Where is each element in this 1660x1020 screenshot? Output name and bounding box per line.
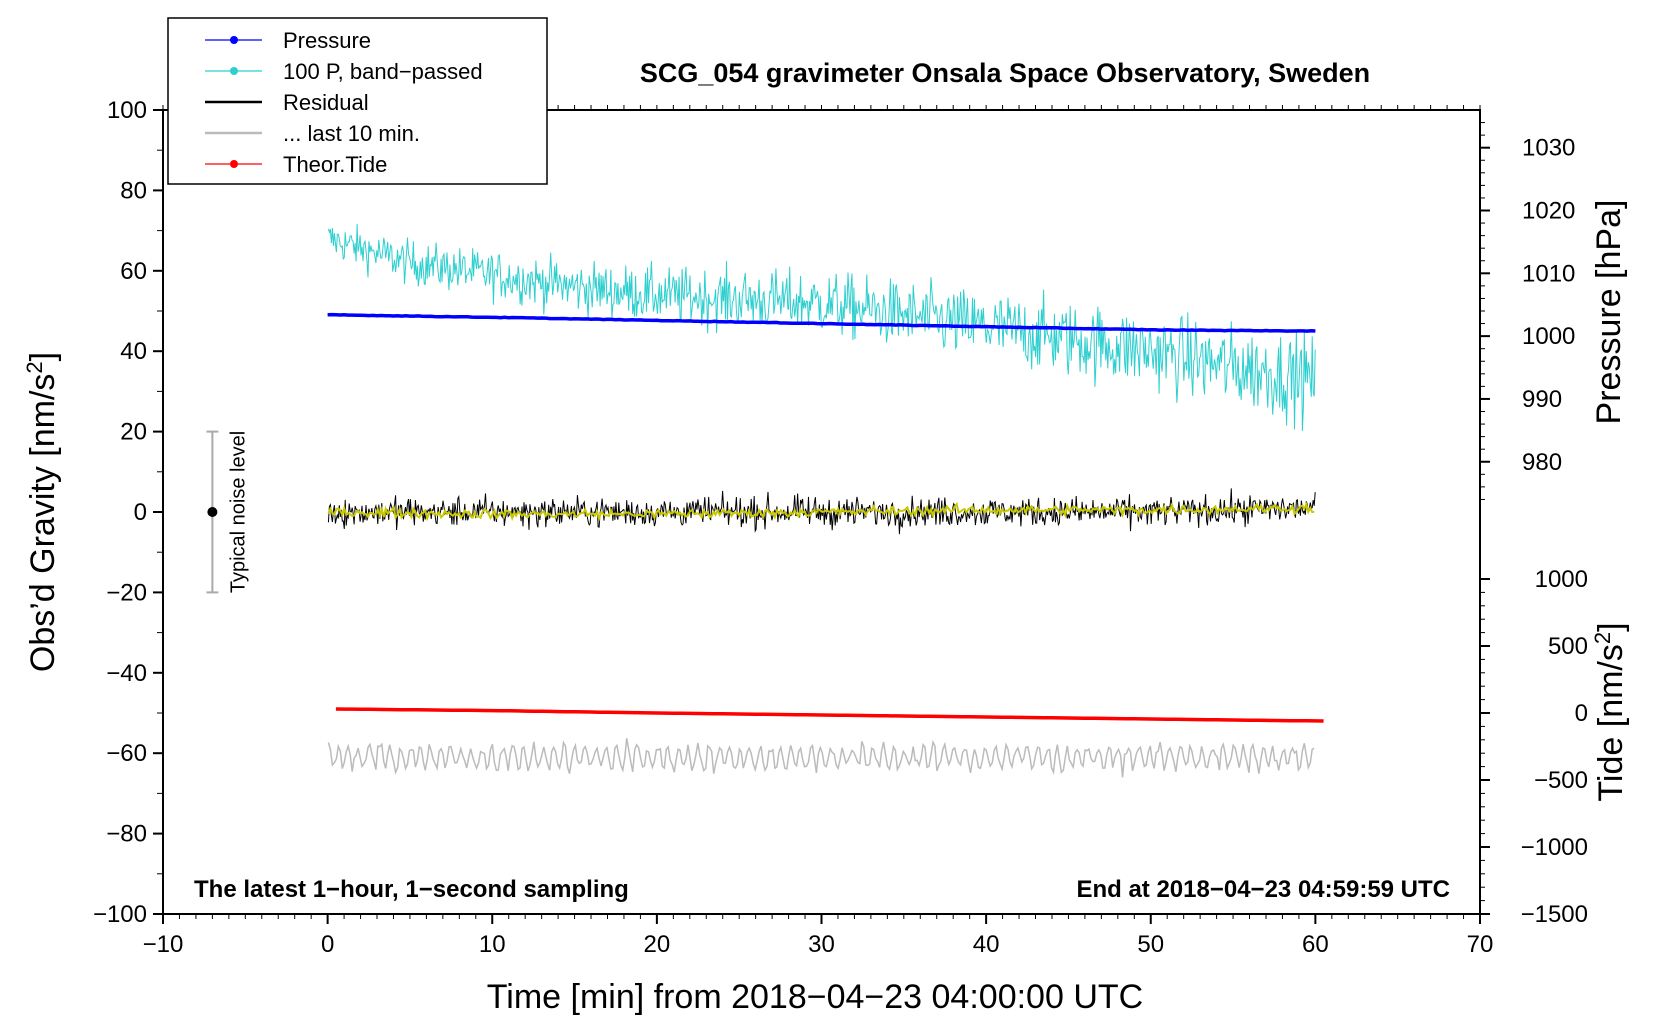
minor-ticks <box>157 105 1485 919</box>
tide-tick-label: −1000 <box>1521 834 1588 861</box>
x-tick-label: 30 <box>808 931 835 958</box>
legend-label: 100 P, band−passed <box>283 59 483 84</box>
series-last-10-min <box>327 738 1315 778</box>
y-tick-label: −20 <box>106 579 147 606</box>
x-tick-label: 60 <box>1302 931 1329 958</box>
series-pressure <box>327 312 1316 333</box>
y-tick-label: 80 <box>120 177 147 204</box>
x-tick-label: 40 <box>973 931 1000 958</box>
y-axis-gravity: 100 80 60 40 20 0 −20 −40 −60 −80 −100 <box>93 97 163 928</box>
legend-marker <box>230 160 238 168</box>
y-axis-tide: 1000 500 0 −500 −1000 −1500 <box>1480 566 1588 928</box>
pressure-tick-label: 1000 <box>1522 323 1575 350</box>
y-tick-label: 20 <box>120 419 147 446</box>
x-tick-label: 70 <box>1467 931 1494 958</box>
pressure-tick-label: 980 <box>1522 449 1562 476</box>
y-tick-label: 0 <box>134 499 147 526</box>
y-tick-label: 60 <box>120 258 147 285</box>
tide-tick-label: 500 <box>1548 633 1588 660</box>
legend-marker <box>230 36 238 44</box>
x-tick-label: −10 <box>143 931 184 958</box>
noise-dot <box>207 507 218 517</box>
y-axis-title-pressure: Pressure [hPa] <box>1590 200 1628 425</box>
y-tick-label: −60 <box>106 740 147 767</box>
legend-label: Residual <box>283 90 369 115</box>
x-tick-label: 50 <box>1137 931 1164 958</box>
tide-tick-label: −500 <box>1534 767 1588 794</box>
noise-indicator: Typical noise level <box>206 430 249 594</box>
x-axis: −10 0 10 20 30 40 50 60 70 <box>143 914 1494 958</box>
series-residual-smoothed <box>327 501 1315 522</box>
y-axis-title-tide: Tide [nm/s2] <box>1590 622 1630 801</box>
series-theor-tide <box>335 707 1324 723</box>
legend-label: Pressure <box>283 28 371 53</box>
y-tick-label: −40 <box>106 660 147 687</box>
legend-label: ... last 10 min. <box>283 121 420 146</box>
legend: Pressure 100 P, band−passed Residual ... la… <box>167 17 548 185</box>
x-tick-label: 20 <box>644 931 671 958</box>
pressure-tick-label: 990 <box>1522 386 1562 413</box>
series-band-passed-pressure <box>327 224 1316 432</box>
y-tick-label: −80 <box>106 821 147 848</box>
legend-label: Theor.Tide <box>283 152 387 177</box>
pressure-tick-label: 1010 <box>1522 260 1575 287</box>
x-axis-title: Time [min] from 2018−04−23 04:00:00 UTC <box>487 978 1143 1016</box>
legend-marker <box>230 67 238 75</box>
tide-tick-label: 0 <box>1575 700 1588 727</box>
x-tick-label: 10 <box>479 931 506 958</box>
y-tick-label: 100 <box>107 97 147 124</box>
tide-tick-label: 1000 <box>1535 566 1588 593</box>
pressure-tick-label: 1020 <box>1522 198 1575 225</box>
pressure-tick-label: 1030 <box>1522 135 1575 162</box>
noise-label: Typical noise level <box>227 431 249 593</box>
y-tick-label: −100 <box>93 901 147 928</box>
y-tick-label: 40 <box>120 338 147 365</box>
chart-title: SCG_054 gravimeter Onsala Space Observat… <box>640 58 1370 88</box>
y-axis-pressure: 1030 1020 1010 1000 990 980 <box>1480 135 1575 476</box>
annotation-left: The latest 1−hour, 1−second sampling <box>194 876 629 903</box>
y-axis-title-gravity: Obs’d Gravity [nm/s2] <box>22 352 62 672</box>
series-layer <box>327 224 1324 778</box>
x-tick-label: 0 <box>321 931 334 958</box>
tide-tick-label: −1500 <box>1521 901 1588 928</box>
annotation-right: End at 2018−04−23 04:59:59 UTC <box>1076 876 1450 903</box>
